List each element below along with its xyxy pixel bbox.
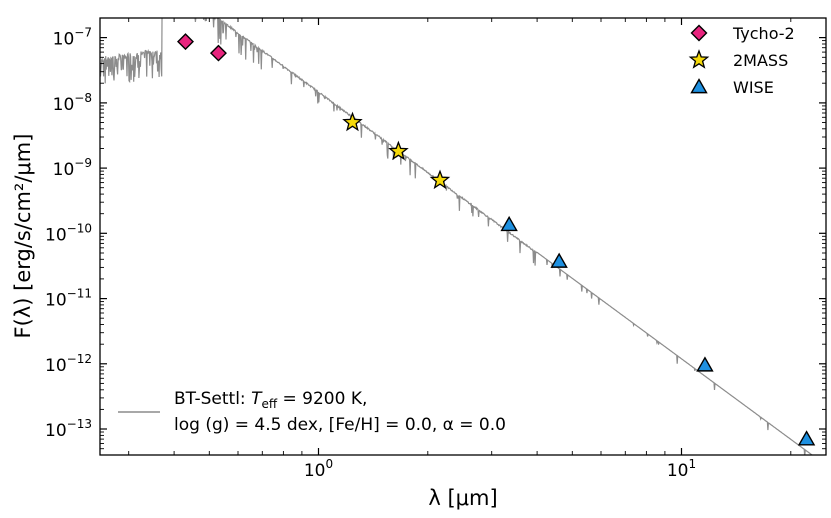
x-tick-label: 100 <box>304 457 333 481</box>
y-tick-label: 10−7 <box>53 26 92 50</box>
axis-ticks <box>100 18 826 455</box>
y-tick-label: 10−8 <box>53 91 92 115</box>
legend-label-2mass: 2MASS <box>733 51 788 70</box>
y-tick-label: 10−12 <box>45 352 92 376</box>
wise-point <box>696 356 714 372</box>
x-tick-labels: 100 101 <box>304 457 696 481</box>
legend-label-tycho-2: Tycho-2 <box>732 24 795 43</box>
wise-point <box>500 215 518 232</box>
model-legend-line2: log (g) = 4.5 dex, [Fe/H] = 0.0, α = 0.0 <box>174 415 506 435</box>
wise-point <box>550 252 568 268</box>
model-legend-line1: BT-Settl: Teff = 9200 K, <box>174 389 367 411</box>
y-tick-label: 10−13 <box>45 417 92 441</box>
2mass-point <box>429 169 451 190</box>
y-axis-label: F(λ) [erg/s/cm²/μm] <box>11 134 35 339</box>
legend-marker-wise <box>690 78 708 94</box>
2mass-point <box>342 111 363 132</box>
x-axis-label: λ [μm] <box>428 486 497 510</box>
model-legend: BT-Settl: Teff = 9200 K, log (g) = 4.5 d… <box>118 389 506 435</box>
legend-marker-tycho-2 <box>690 24 708 42</box>
2mass-point <box>388 140 409 161</box>
model-spectrum-line <box>100 18 814 455</box>
photometry-points <box>177 33 816 446</box>
y-tick-label: 10−11 <box>45 287 92 311</box>
model-spectrum <box>100 18 814 455</box>
legend-label-wise: WISE <box>733 78 774 97</box>
x-tick-label: 101 <box>667 457 696 481</box>
legend: Tycho-2 2MASS WISE <box>688 24 795 97</box>
y-tick-label: 10−10 <box>45 221 92 245</box>
y-tick-label: 10−9 <box>53 156 92 180</box>
tycho-2-point <box>177 33 194 51</box>
y-tick-labels: 10−7 10−8 10−9 10−10 10−11 10−12 10−13 <box>45 26 92 441</box>
wise-point <box>797 430 816 446</box>
tycho-2-point <box>209 44 227 62</box>
legend-marker-2mass <box>688 49 710 69</box>
